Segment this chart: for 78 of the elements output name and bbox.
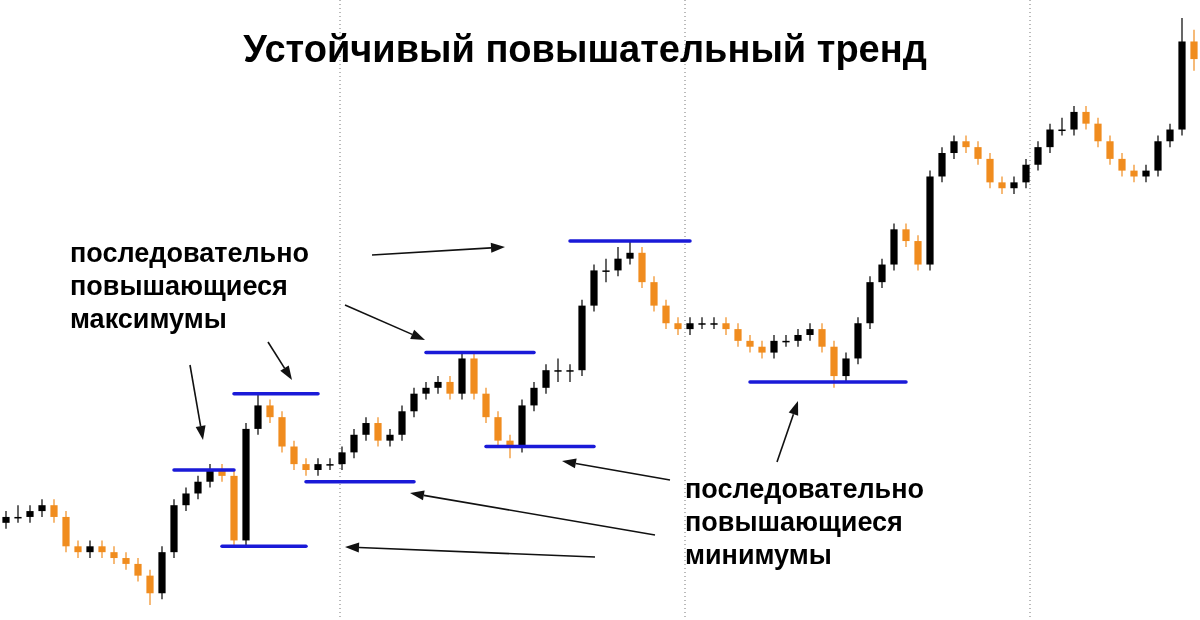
candlestick [686,316,694,336]
candlestick [1118,152,1126,178]
candlestick [1082,105,1090,131]
candlestick [614,246,622,277]
candlestick [938,146,946,183]
candlestick [182,487,190,512]
candlestick [1034,140,1042,172]
candlestick [770,334,778,360]
candlestick [806,322,814,342]
candlestick [254,393,262,436]
candlestick [314,457,322,477]
candlestick [722,316,730,336]
annotation: последовательно повышающиеся минимумы [685,474,924,570]
candlestick [974,140,982,166]
candlestick [542,363,550,395]
candlestick [902,222,910,248]
candlestick [434,375,442,395]
candlestick [626,240,634,266]
candlestick [1094,117,1102,148]
candlestick [842,351,850,383]
candlestick [410,387,418,418]
candlestick [1070,105,1078,136]
candlestick [290,440,298,471]
candlestick [98,539,106,559]
candlestick [134,557,142,583]
candlestick [602,258,610,283]
candlestick [50,498,58,524]
candlestick [74,539,82,559]
candlestick [26,504,34,524]
candlestick [530,381,538,412]
candlestick [2,510,10,530]
candlestick [1010,175,1018,195]
candlestick [326,457,334,471]
candlestick [302,457,310,477]
candlestick [650,275,658,313]
candlestick [446,375,454,401]
candlestick [986,152,994,189]
candlestick [674,316,682,336]
candlestick [554,357,562,383]
candlestick [758,340,766,360]
candlestick [122,551,130,571]
candlestick [746,334,754,354]
candlestick [338,445,346,471]
candlestick [950,134,958,160]
candlestick [914,234,922,272]
candlestick [386,428,394,448]
candlestick [374,416,382,448]
candlestick [734,322,742,348]
candlestick [698,316,706,330]
chart-title: Устойчивый повышательный тренд [243,28,927,70]
candlestick [266,398,274,424]
candlestick [146,569,154,606]
candlestick [86,539,94,559]
candlestick [662,299,670,330]
candlestick [422,381,430,401]
candlestick [1022,158,1030,189]
candlestick [998,175,1006,195]
candlestick [482,387,490,424]
candlestick [1046,123,1054,154]
candlestick [878,258,886,289]
candlestick [194,475,202,500]
candlestick [38,498,46,518]
candlestick [1142,164,1150,183]
candlestick [566,363,574,383]
candlestick [362,416,370,442]
candlestick [710,316,718,330]
candlestick [1106,134,1114,166]
candlestick [962,134,970,154]
candlestick [398,404,406,442]
candlestick [494,410,502,448]
candlestick [350,428,358,459]
annotation: последовательно повышающиеся максимумы [70,238,309,334]
candlestick [1190,29,1198,72]
candlestick [1166,123,1174,148]
candlestick [110,545,118,565]
candlestick [1130,164,1138,183]
candlestick [818,322,826,354]
candlestick [794,328,802,348]
